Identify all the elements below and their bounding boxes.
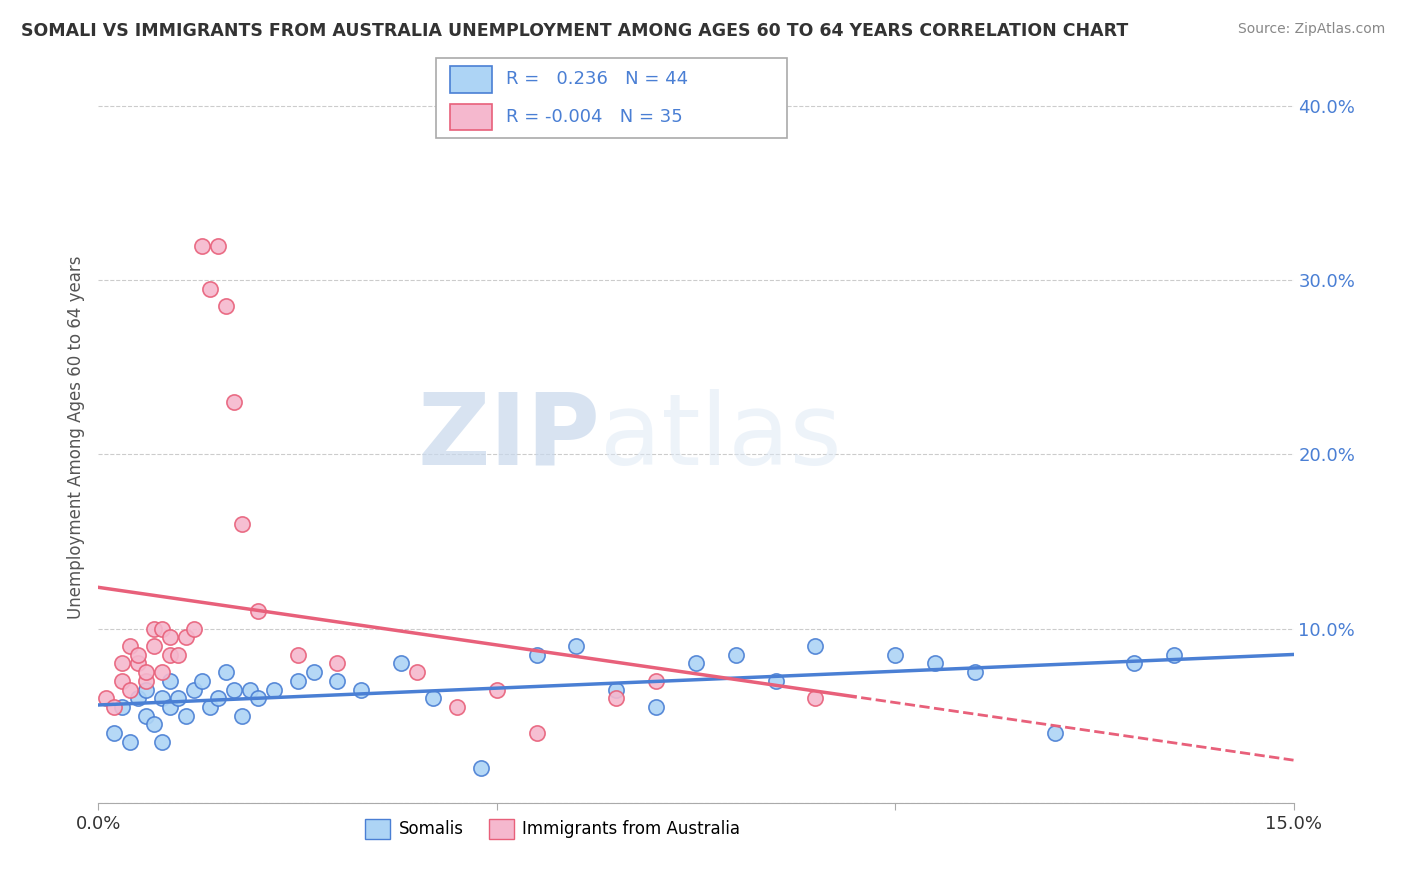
Point <box>191 673 214 688</box>
Point <box>326 673 349 688</box>
Point <box>422 691 444 706</box>
Point <box>246 691 269 706</box>
Point <box>231 517 253 532</box>
Point <box>191 238 214 252</box>
Text: atlas: atlas <box>600 389 842 485</box>
Point <box>159 673 181 688</box>
Point <box>605 691 627 706</box>
Point <box>127 691 149 706</box>
Point <box>526 726 548 740</box>
Point <box>246 604 269 618</box>
Point <box>446 700 468 714</box>
Point <box>143 622 166 636</box>
Point <box>326 657 349 671</box>
Point <box>287 648 309 662</box>
Point <box>207 238 229 252</box>
Point <box>222 395 245 409</box>
Point <box>111 657 134 671</box>
Point <box>159 700 181 714</box>
Point <box>135 708 157 723</box>
Point <box>135 682 157 697</box>
Point <box>287 673 309 688</box>
Point <box>222 682 245 697</box>
Point <box>120 639 142 653</box>
Point <box>198 282 221 296</box>
Point <box>685 657 707 671</box>
Point <box>1123 657 1146 671</box>
Point <box>135 665 157 680</box>
Point <box>239 682 262 697</box>
Point <box>406 665 429 680</box>
Point <box>1043 726 1066 740</box>
Point <box>150 665 173 680</box>
FancyBboxPatch shape <box>450 103 492 130</box>
Point <box>724 648 747 662</box>
Point <box>96 691 118 706</box>
Point <box>120 682 142 697</box>
Point <box>485 682 508 697</box>
Point <box>207 691 229 706</box>
Point <box>263 682 285 697</box>
Point <box>215 665 238 680</box>
Point <box>174 631 197 645</box>
Point <box>884 648 907 662</box>
Point <box>167 648 190 662</box>
Point <box>1163 648 1185 662</box>
Point <box>167 691 190 706</box>
Point <box>183 622 205 636</box>
Point <box>135 673 157 688</box>
Point <box>215 300 238 314</box>
FancyBboxPatch shape <box>436 58 787 138</box>
Point <box>350 682 373 697</box>
Point <box>924 657 946 671</box>
Point <box>103 700 125 714</box>
Point <box>103 726 125 740</box>
Text: ZIP: ZIP <box>418 389 600 485</box>
Point <box>231 708 253 723</box>
Point <box>605 682 627 697</box>
Point <box>150 691 173 706</box>
Point <box>150 622 173 636</box>
Point <box>198 700 221 714</box>
Point <box>111 673 134 688</box>
Point <box>183 682 205 697</box>
Point <box>111 700 134 714</box>
Point <box>150 735 173 749</box>
Text: Source: ZipAtlas.com: Source: ZipAtlas.com <box>1237 22 1385 37</box>
Point <box>120 735 142 749</box>
Point <box>765 673 787 688</box>
Text: R =   0.236   N = 44: R = 0.236 N = 44 <box>506 70 689 88</box>
Point <box>565 639 588 653</box>
Point <box>645 673 668 688</box>
Point <box>143 717 166 731</box>
Text: SOMALI VS IMMIGRANTS FROM AUSTRALIA UNEMPLOYMENT AMONG AGES 60 TO 64 YEARS CORRE: SOMALI VS IMMIGRANTS FROM AUSTRALIA UNEM… <box>21 22 1129 40</box>
Point <box>127 657 149 671</box>
Point <box>470 761 492 775</box>
Text: R = -0.004   N = 35: R = -0.004 N = 35 <box>506 108 683 126</box>
Point <box>159 631 181 645</box>
FancyBboxPatch shape <box>450 66 492 93</box>
Point <box>174 708 197 723</box>
Y-axis label: Unemployment Among Ages 60 to 64 years: Unemployment Among Ages 60 to 64 years <box>66 255 84 619</box>
Point <box>963 665 986 680</box>
Point <box>526 648 548 662</box>
Legend: Somalis, Immigrants from Australia: Somalis, Immigrants from Australia <box>359 812 747 846</box>
Point <box>127 648 149 662</box>
Point <box>143 639 166 653</box>
Point <box>302 665 325 680</box>
Point <box>804 639 827 653</box>
Point <box>159 648 181 662</box>
Point <box>645 700 668 714</box>
Point <box>804 691 827 706</box>
Point <box>389 657 412 671</box>
